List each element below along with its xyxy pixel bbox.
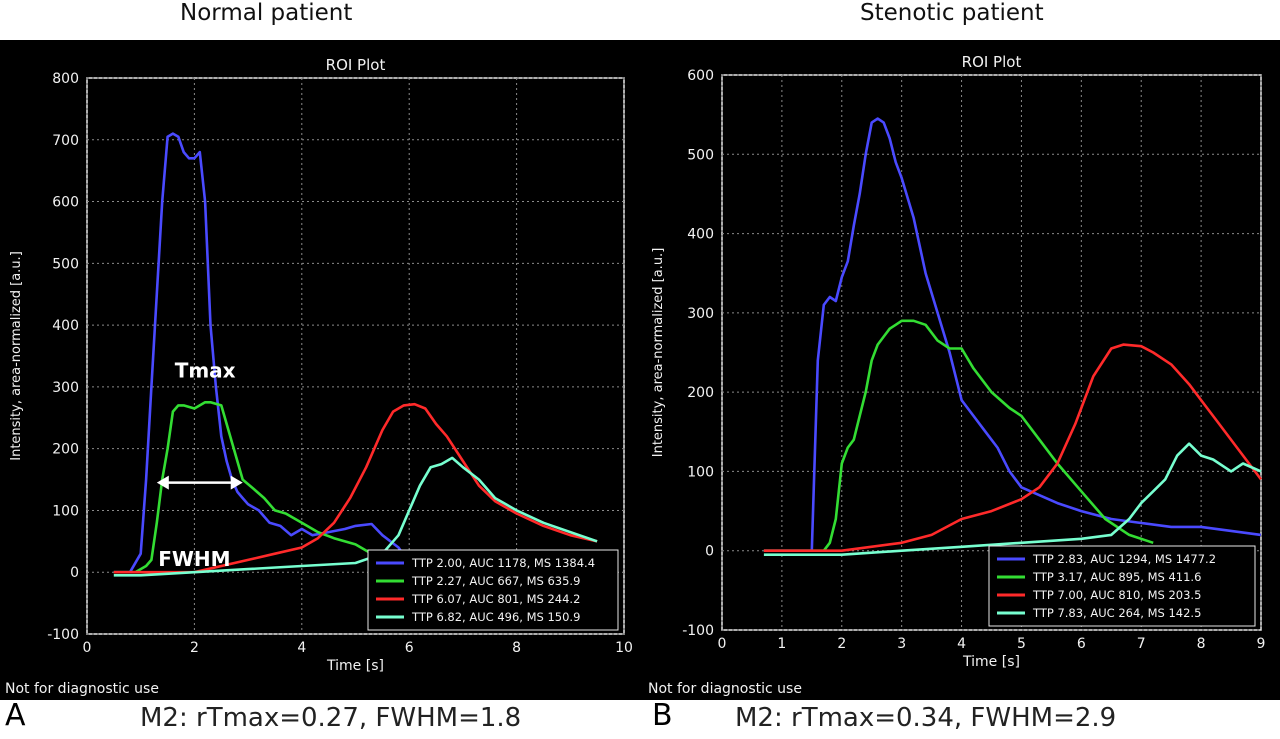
panel-b-series-line-1 (763, 117, 1262, 553)
panel-a-series-line-3 (113, 402, 598, 574)
panel-a-x-axis-label: Time [s] (326, 658, 384, 674)
panel-b-y-tick-label: 400 (687, 227, 714, 243)
panel-a-chart: 0 2 4 6 8 10-1000100200300400500600700800ROI … (5, 56, 633, 697)
panel-a-y-tick-label: 700 (52, 133, 79, 149)
panel-b-x-tick-label: 6 (1077, 636, 1086, 652)
panel-b-y-tick-label: 200 (687, 385, 714, 401)
panel-a-x-tick-label: 6 (405, 640, 414, 656)
panel-b-y-axis-label: Intensity, area-normalized [a.u.] (651, 248, 666, 458)
panel-a-x-tick-label: 0 (83, 640, 92, 656)
panel-b-x-tick-label: 0 (718, 636, 727, 652)
panel-b-legend-box (988, 545, 1256, 627)
panel-a-y-tick-label: 300 (52, 380, 79, 396)
panel-b-legend-label-2: TTP 3.17, AUC 895, MS 411.6 (1032, 570, 1201, 584)
panel-b-y-tick-label: 300 (687, 306, 714, 322)
panel-a-y-tick-label: 500 (52, 256, 79, 272)
panel-a-series-line-1 (113, 132, 437, 574)
panel-a-y-tick-label: 400 (52, 318, 79, 334)
panel-b-series-line-4 (763, 442, 1262, 557)
panel-a-plot-area: 0 2 4 6 8 10 -100 0 100 200 300 400 500 600 700 800 ROI … (0, 40, 640, 700)
panel-a-series-line-2 (113, 400, 410, 574)
panel-a-fwhm-arrow-head-left (156, 475, 169, 490)
panel-b-chart-title: ROI Plot (962, 53, 1022, 71)
panel-a-x-tick-label: 10 (615, 640, 633, 656)
panel-b-letter: B (652, 698, 673, 733)
panel-a-legend-label-4: TTP 6.82, AUC 496, MS 150.9 (411, 610, 580, 624)
panel-b-x-tick-label: 5 (1017, 636, 1026, 652)
panel-b-x-tick-label: 2 (837, 636, 846, 652)
panel-a-legend-box (367, 549, 619, 631)
panel-b-x-tick-label: 3 (897, 636, 906, 652)
panel-a-x-tick-label: 2 (190, 640, 199, 656)
panel-b-x-tick-label: 8 (1197, 636, 1206, 652)
panel-b-x-tick-label: 4 (957, 636, 966, 652)
panel-a-fwhm-arrow-head-right (230, 475, 243, 490)
panel-a-legend-label-1: TTP 2.00, AUC 1178, MS 1384.4 (411, 556, 595, 570)
panel-a-y-tick-label: 0 (70, 565, 79, 581)
panel-a-y-tick-label: -100 (47, 627, 79, 643)
panel-a-chart-title: ROI Plot (326, 56, 386, 74)
panel-b-y-tick-label: 100 (687, 464, 714, 480)
panel-a-annotation-tmax: Tmax (175, 359, 236, 383)
panel-a-y-axis-label: Intensity, area-normalized [a.u.] (9, 251, 24, 461)
panel-b-y-tick-label: 600 (687, 68, 714, 84)
panel-a-letter: A (5, 698, 26, 733)
panel-b-series-line-3 (763, 343, 1263, 553)
panel-a-caption: M2: rTmax=0.27, FWHM=1.8 (140, 703, 522, 733)
panel-a-x-tick-label: 8 (512, 640, 521, 656)
panel-b-series-line-2 (763, 319, 1154, 553)
panel-a-axes-frame (86, 77, 625, 635)
panel-b-y-tick-label: 0 (705, 544, 714, 560)
panel-a-x-tick-label: 4 (297, 640, 306, 656)
panel-b-heading: Stenotic patient (860, 0, 1044, 26)
panel-a-footer-note: Not for diagnostic use (5, 681, 159, 697)
panel-b-y-tick-label: -100 (682, 623, 714, 639)
panel-a-y-tick-label: 600 (52, 195, 79, 211)
panel-a-heading: Normal patient (180, 0, 353, 26)
panel-a-legend-label-3: TTP 6.07, AUC 801, MS 244.2 (411, 592, 580, 606)
panel-b-x-axis-label: Time [s] (962, 654, 1020, 670)
panel-a-y-tick-label: 800 (52, 71, 79, 87)
panel-b-x-tick-label: 1 (777, 636, 786, 652)
panel-a-series-line-4 (113, 456, 598, 577)
panel-b-x-tick-label: 9 (1257, 636, 1266, 652)
panel-a-y-tick-label: 100 (52, 503, 79, 519)
panel-b-footer-note: Not for diagnostic use (648, 681, 802, 697)
panel-b-caption: M2: rTmax=0.34, FWHM=2.9 (735, 703, 1117, 733)
panel-b-legend-label-3: TTP 7.00, AUC 810, MS 203.5 (1032, 588, 1201, 602)
panel-a-y-tick-label: 200 (52, 442, 79, 458)
panel-b-x-tick-label: 7 (1137, 636, 1146, 652)
panel-b-y-tick-label: 500 (687, 147, 714, 163)
panel-b-plot-area: 0 1 2 3 4 5 6 7 8 9 -100 0 100 200 300 400 500 600 ROI Plo… (640, 40, 1280, 700)
panel-b-legend-label-4: TTP 7.83, AUC 264, MS 142.5 (1032, 606, 1201, 620)
panel-b-legend-label-1: TTP 2.83, AUC 1294, MS 1477.2 (1032, 552, 1216, 566)
panel-a-annotation-fwhm: FWHM (158, 547, 230, 571)
panel-a-legend-label-2: TTP 2.27, AUC 667, MS 635.9 (411, 574, 580, 588)
